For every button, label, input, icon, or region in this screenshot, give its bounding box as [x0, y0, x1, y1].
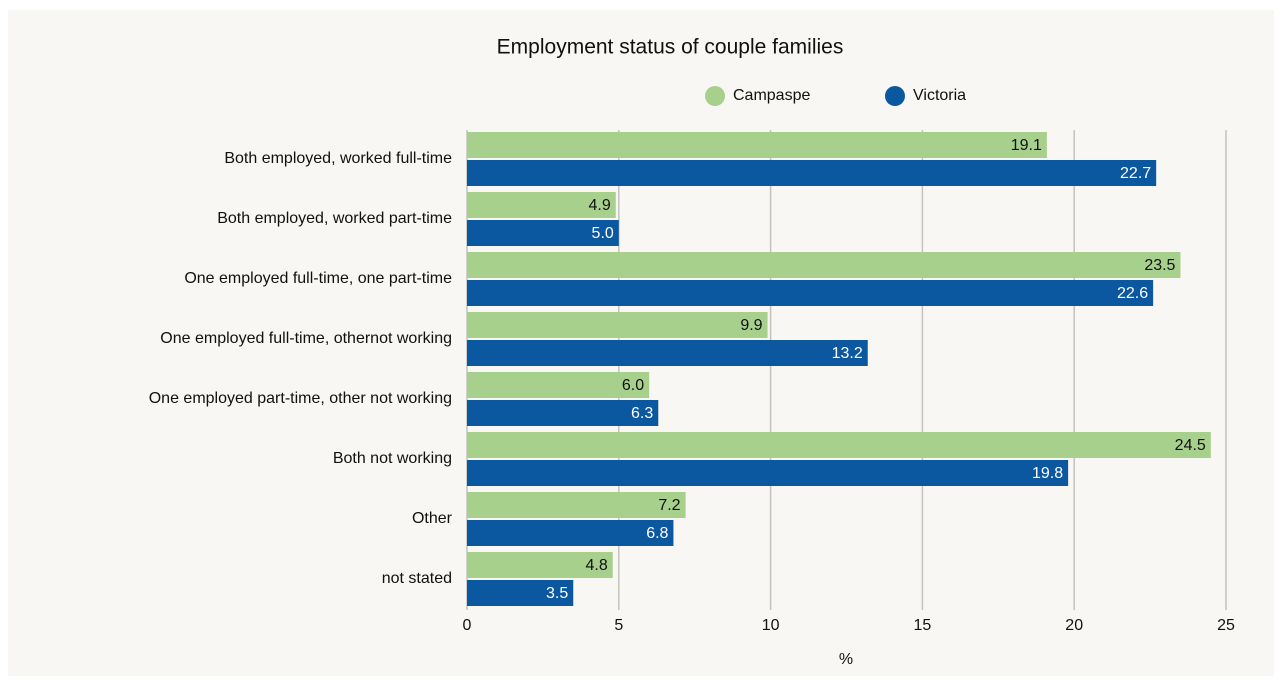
data-label: 19.1 — [1011, 137, 1042, 154]
bar — [467, 192, 616, 218]
x-tick-label: 10 — [762, 617, 780, 634]
data-label: 22.6 — [1117, 285, 1148, 302]
data-label: 6.8 — [646, 525, 668, 542]
bar — [467, 552, 613, 578]
bar — [467, 432, 1211, 458]
bar — [467, 580, 574, 606]
bar — [467, 520, 674, 546]
data-label: 6.0 — [622, 377, 644, 394]
data-label: 7.2 — [658, 497, 680, 514]
x-tick-label: 20 — [1065, 617, 1083, 634]
data-label: 19.8 — [1032, 465, 1063, 482]
x-tick-label: 25 — [1217, 617, 1235, 634]
data-label: 22.7 — [1120, 165, 1151, 182]
legend-label: Campaspe — [733, 87, 810, 104]
bar — [467, 252, 1181, 278]
data-label: 9.9 — [740, 317, 762, 334]
data-label: 4.8 — [585, 557, 607, 574]
x-tick-label: 15 — [914, 617, 932, 634]
x-tick-label: 5 — [614, 617, 623, 634]
bar — [467, 160, 1157, 186]
bar — [467, 460, 1069, 486]
y-tick-label: Both employed, worked part-time — [217, 210, 452, 227]
legend-swatch — [885, 86, 905, 106]
bar — [467, 132, 1047, 158]
y-tick-label: Other — [412, 510, 453, 527]
data-label: 5.0 — [592, 225, 614, 242]
y-tick-label: Both employed, worked full-time — [224, 150, 452, 167]
data-label: 13.2 — [832, 345, 863, 362]
bar — [467, 492, 686, 518]
x-axis-label: % — [839, 651, 853, 668]
y-tick-label: not stated — [382, 570, 452, 587]
bar — [467, 400, 659, 426]
x-tick-label: 0 — [463, 617, 472, 634]
bar — [467, 280, 1154, 306]
legend-label: Victoria — [913, 87, 966, 104]
y-tick-label: One employed full-time, othernot working — [160, 330, 452, 347]
data-label: 6.3 — [631, 405, 653, 422]
data-label: 3.5 — [546, 585, 568, 602]
y-tick-label: Both not working — [333, 450, 452, 467]
bar — [467, 340, 868, 366]
bar — [467, 312, 768, 338]
y-tick-label: One employed full-time, one part-time — [184, 270, 452, 287]
data-label: 23.5 — [1144, 257, 1175, 274]
legend-swatch — [705, 86, 725, 106]
y-tick-label: One employed part-time, other not workin… — [149, 390, 452, 407]
chart-title: Employment status of couple families — [497, 36, 844, 59]
data-label: 24.5 — [1175, 437, 1206, 454]
bar — [467, 220, 619, 246]
bar — [467, 372, 650, 398]
data-label: 4.9 — [589, 197, 611, 214]
